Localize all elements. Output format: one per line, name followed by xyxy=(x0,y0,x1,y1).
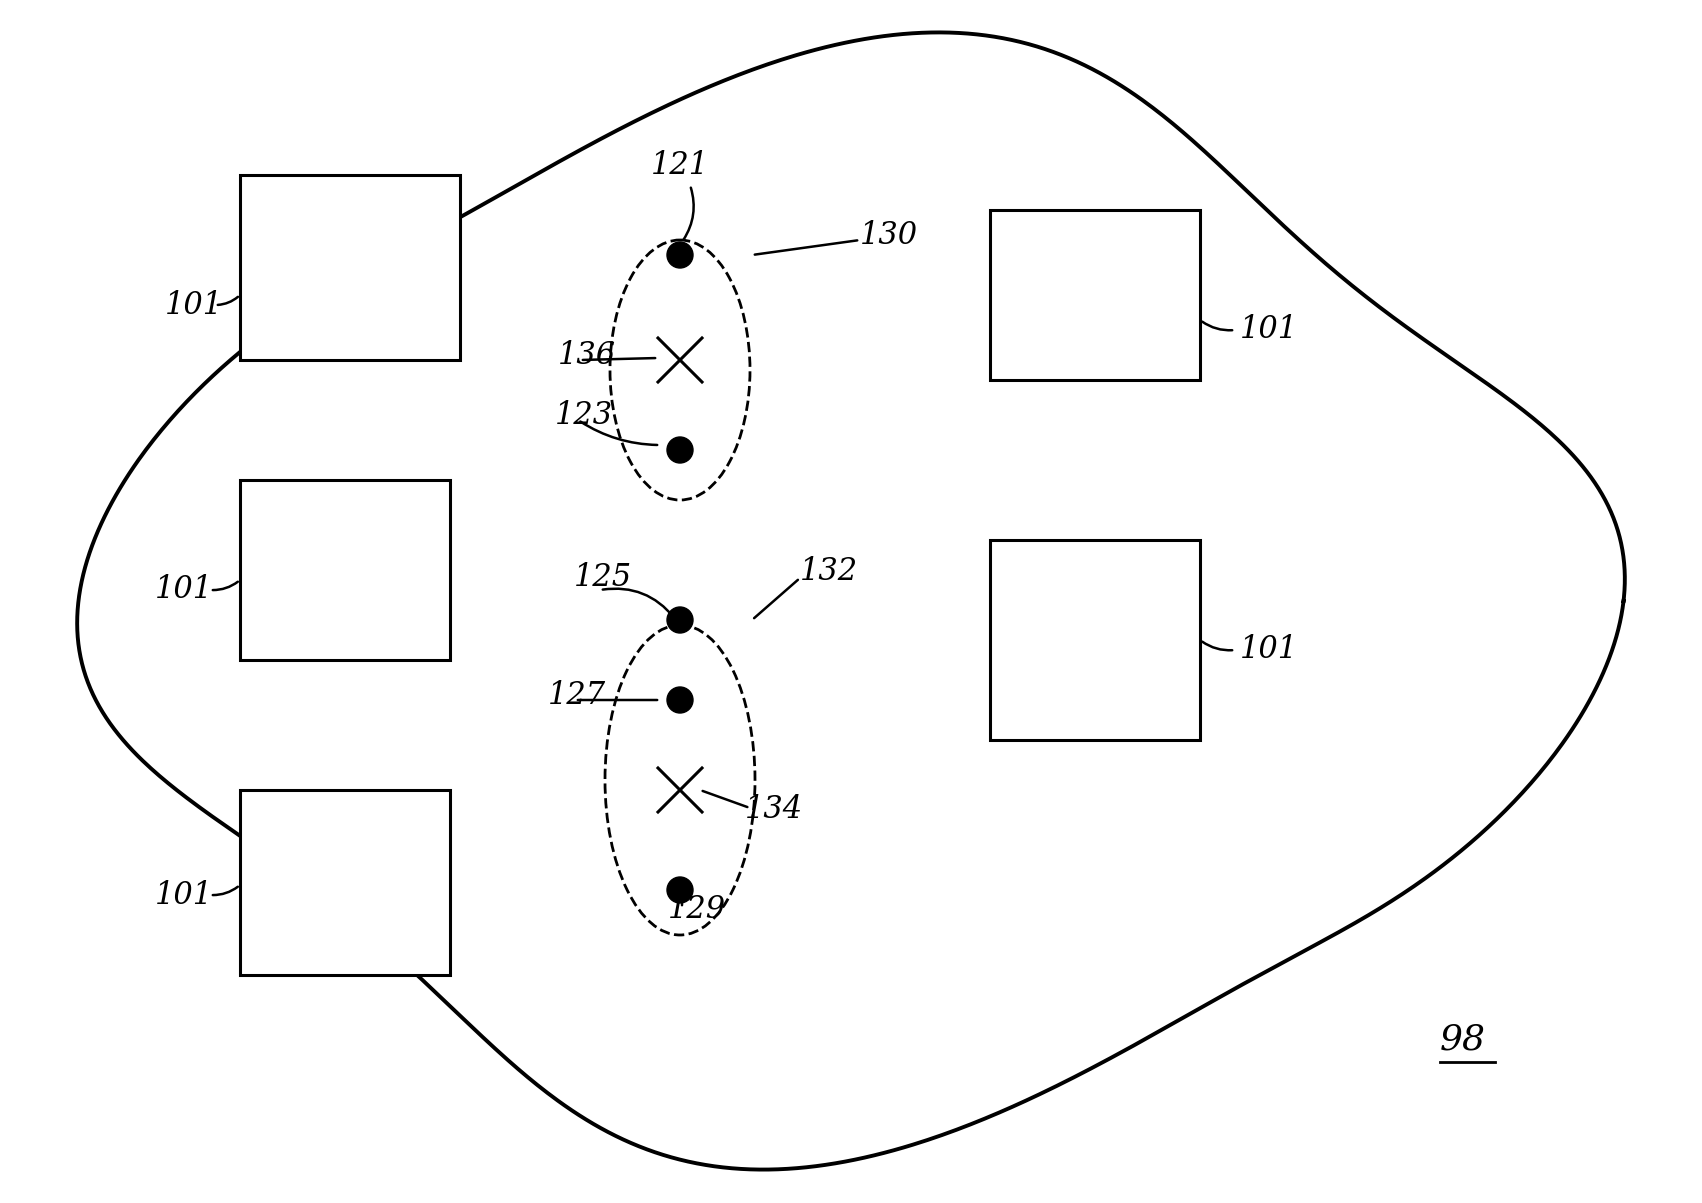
Text: 101: 101 xyxy=(1241,634,1299,665)
Text: 130: 130 xyxy=(860,219,917,250)
Bar xyxy=(240,480,449,660)
Text: 136: 136 xyxy=(558,339,616,371)
Circle shape xyxy=(667,437,693,463)
Circle shape xyxy=(667,877,693,903)
Text: 121: 121 xyxy=(650,149,710,180)
Bar xyxy=(240,790,449,974)
Bar xyxy=(240,174,460,360)
Text: 134: 134 xyxy=(745,794,803,825)
Text: 132: 132 xyxy=(800,557,858,587)
Bar xyxy=(991,211,1200,380)
Text: 101: 101 xyxy=(155,575,213,605)
Text: 129: 129 xyxy=(667,895,727,925)
Circle shape xyxy=(667,242,693,268)
Text: 123: 123 xyxy=(555,399,613,431)
Text: 101: 101 xyxy=(165,290,223,320)
Bar xyxy=(991,540,1200,740)
Circle shape xyxy=(667,687,693,713)
Text: 98: 98 xyxy=(1440,1023,1486,1057)
Text: 101: 101 xyxy=(1241,314,1299,345)
Text: 125: 125 xyxy=(574,563,631,593)
Text: 127: 127 xyxy=(548,680,606,711)
Text: 101: 101 xyxy=(155,879,213,911)
Circle shape xyxy=(667,608,693,633)
